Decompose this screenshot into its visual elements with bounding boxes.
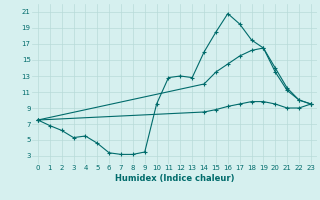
- X-axis label: Humidex (Indice chaleur): Humidex (Indice chaleur): [115, 174, 234, 183]
